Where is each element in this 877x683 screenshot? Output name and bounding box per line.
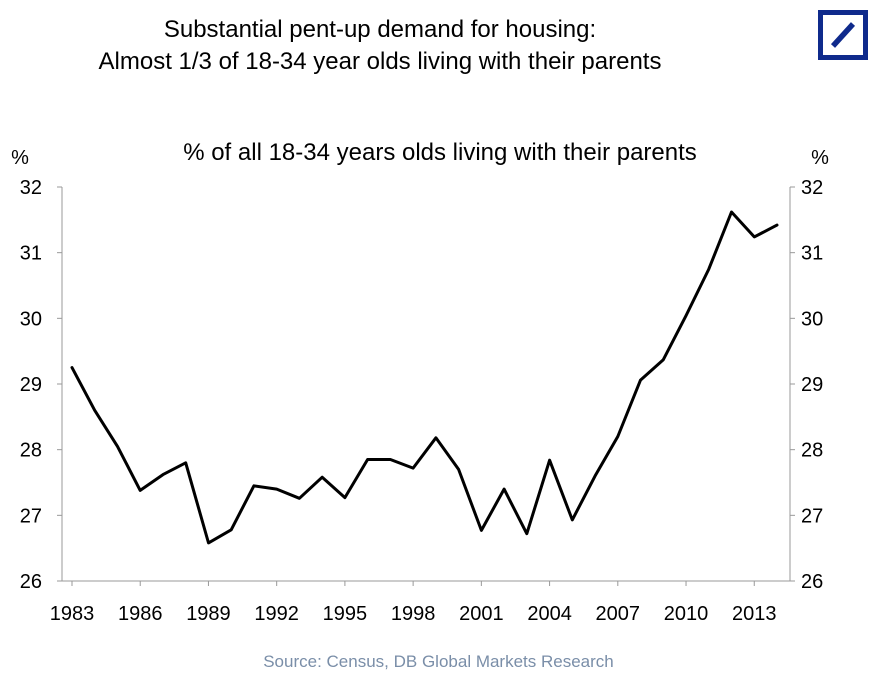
- y-tick-label-left: 31: [20, 243, 42, 265]
- x-tick-label: 1986: [118, 603, 163, 625]
- y-tick-label-right: 30: [801, 308, 823, 330]
- x-tick-label: 2010: [664, 603, 709, 625]
- chart-title: % of all 18-34 years olds living with th…: [183, 139, 697, 166]
- series-line: [70, 210, 779, 545]
- left-axis-unit: %: [11, 147, 29, 169]
- axes: 26 26 27 27 28 28 29 29 30 30 31 31 32 32 1983 1986 1989…: [20, 177, 824, 625]
- x-tick-label: 1989: [186, 603, 231, 625]
- title-line-1: Substantial pent-up demand for housing:: [163, 16, 597, 43]
- x-tick-label: 2004: [527, 603, 572, 625]
- source-note: Source: Census, DB Global Markets Resear…: [263, 652, 614, 671]
- y-tick-label-right: 28: [801, 440, 823, 462]
- y-tick-label-left: 26: [20, 571, 42, 593]
- y-tick-label-left: 28: [20, 440, 42, 462]
- y-tick-label-left: 32: [20, 177, 42, 199]
- y-tick-label-right: 26: [801, 571, 823, 593]
- x-tick-label: 2007: [596, 603, 641, 625]
- y-tick-label-right: 32: [801, 177, 823, 199]
- x-tick-label: 1983: [50, 603, 95, 625]
- title-line-2: Almost 1/3 of 18-34 year olds living wit…: [98, 48, 662, 75]
- x-tick-label: 1995: [323, 603, 368, 625]
- x-tick-label: 1992: [254, 603, 299, 625]
- y-tick-label-right: 27: [801, 505, 823, 527]
- y-tick-label-left: 30: [20, 308, 42, 330]
- x-tick-label: 2001: [459, 603, 504, 625]
- y-tick-label-right: 31: [801, 243, 823, 265]
- right-axis-unit: %: [811, 147, 829, 169]
- figure-title: Substantial pent-up demand for housing: …: [0, 14, 760, 78]
- plot-area: [70, 210, 779, 545]
- x-tick-label: 2013: [732, 603, 777, 625]
- x-tick-label: 1998: [391, 603, 436, 625]
- deutsche-bank-logo-icon: [818, 10, 868, 60]
- y-tick-label-right: 29: [801, 374, 823, 396]
- y-tick-label-left: 27: [20, 505, 42, 527]
- y-tick-label-left: 29: [20, 374, 42, 396]
